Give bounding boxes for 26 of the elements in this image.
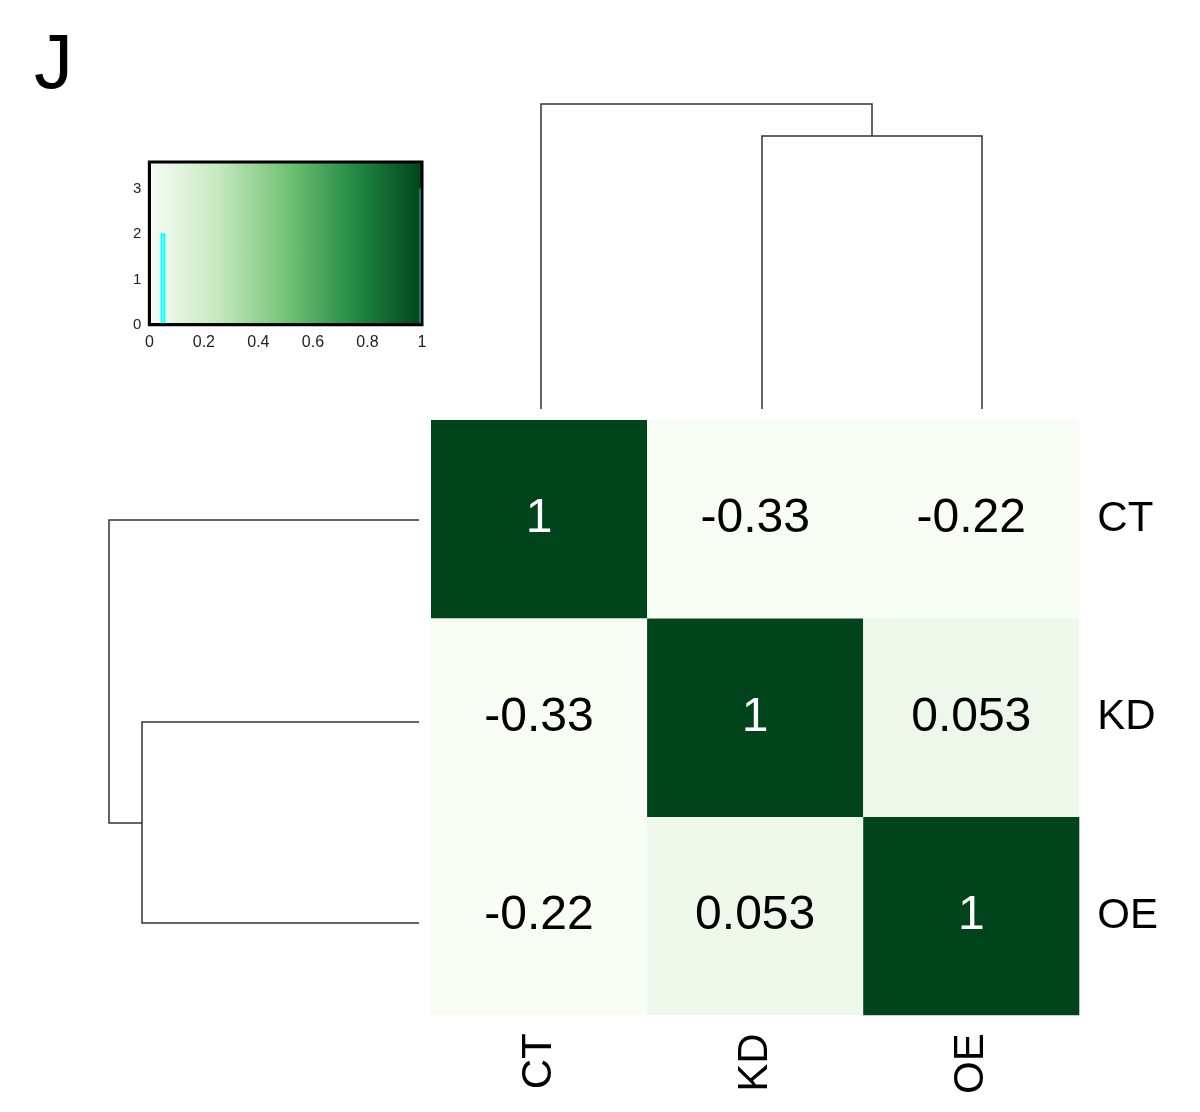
chart-title: J (34, 17, 73, 105)
x-tick-label: 0.2 (192, 332, 216, 350)
x-tick-label: 0 (144, 332, 154, 350)
x-tick-label: 0.6 (301, 332, 325, 350)
y-tick-label: OE (1097, 889, 1158, 937)
x-tick-label: KD (728, 1033, 776, 1092)
y-tick-label: 2 (133, 224, 142, 242)
data-label: -0.33 (700, 489, 810, 543)
y-tick-label: KD (1097, 691, 1156, 739)
data-label: 1 (741, 687, 769, 741)
x-tick-label: OE (944, 1033, 992, 1094)
x-tick-label: 0.8 (356, 332, 379, 350)
data-label: 0.053 (695, 886, 816, 940)
y-tick-label: 0 (133, 314, 142, 332)
data-label: -0.22 (916, 489, 1026, 543)
y-tick-label: 3 (133, 179, 142, 197)
data-label: -0.33 (484, 687, 594, 741)
x-tick-label: 1 (417, 332, 427, 350)
data-label: -0.22 (484, 886, 594, 940)
y-tick-label: CT (1097, 492, 1154, 540)
data-label: 1 (957, 886, 985, 940)
x-tick-label: 0.4 (247, 332, 270, 350)
y-tick-label: 1 (133, 269, 142, 287)
data-label: 0.053 (911, 687, 1032, 741)
data-label: 1 (525, 489, 553, 543)
x-tick-label: CT (512, 1033, 560, 1090)
